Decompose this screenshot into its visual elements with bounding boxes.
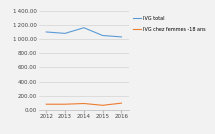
IVG chez femmes -18 ans <box>83 103 85 104</box>
IVG total <box>45 31 48 33</box>
IVG chez femmes -18 ans <box>64 103 66 105</box>
Legend: IVG total, IVG chez femmes -18 ans: IVG total, IVG chez femmes -18 ans <box>133 16 206 31</box>
IVG chez femmes -18 ans <box>45 103 48 105</box>
IVG chez femmes -18 ans <box>101 105 104 106</box>
IVG total <box>64 33 66 34</box>
Line: IVG chez femmes -18 ans: IVG chez femmes -18 ans <box>46 103 121 105</box>
IVG chez femmes -18 ans <box>120 102 123 104</box>
IVG total <box>120 36 123 38</box>
Line: IVG total: IVG total <box>46 28 121 37</box>
IVG total <box>83 27 85 29</box>
IVG total <box>101 35 104 36</box>
